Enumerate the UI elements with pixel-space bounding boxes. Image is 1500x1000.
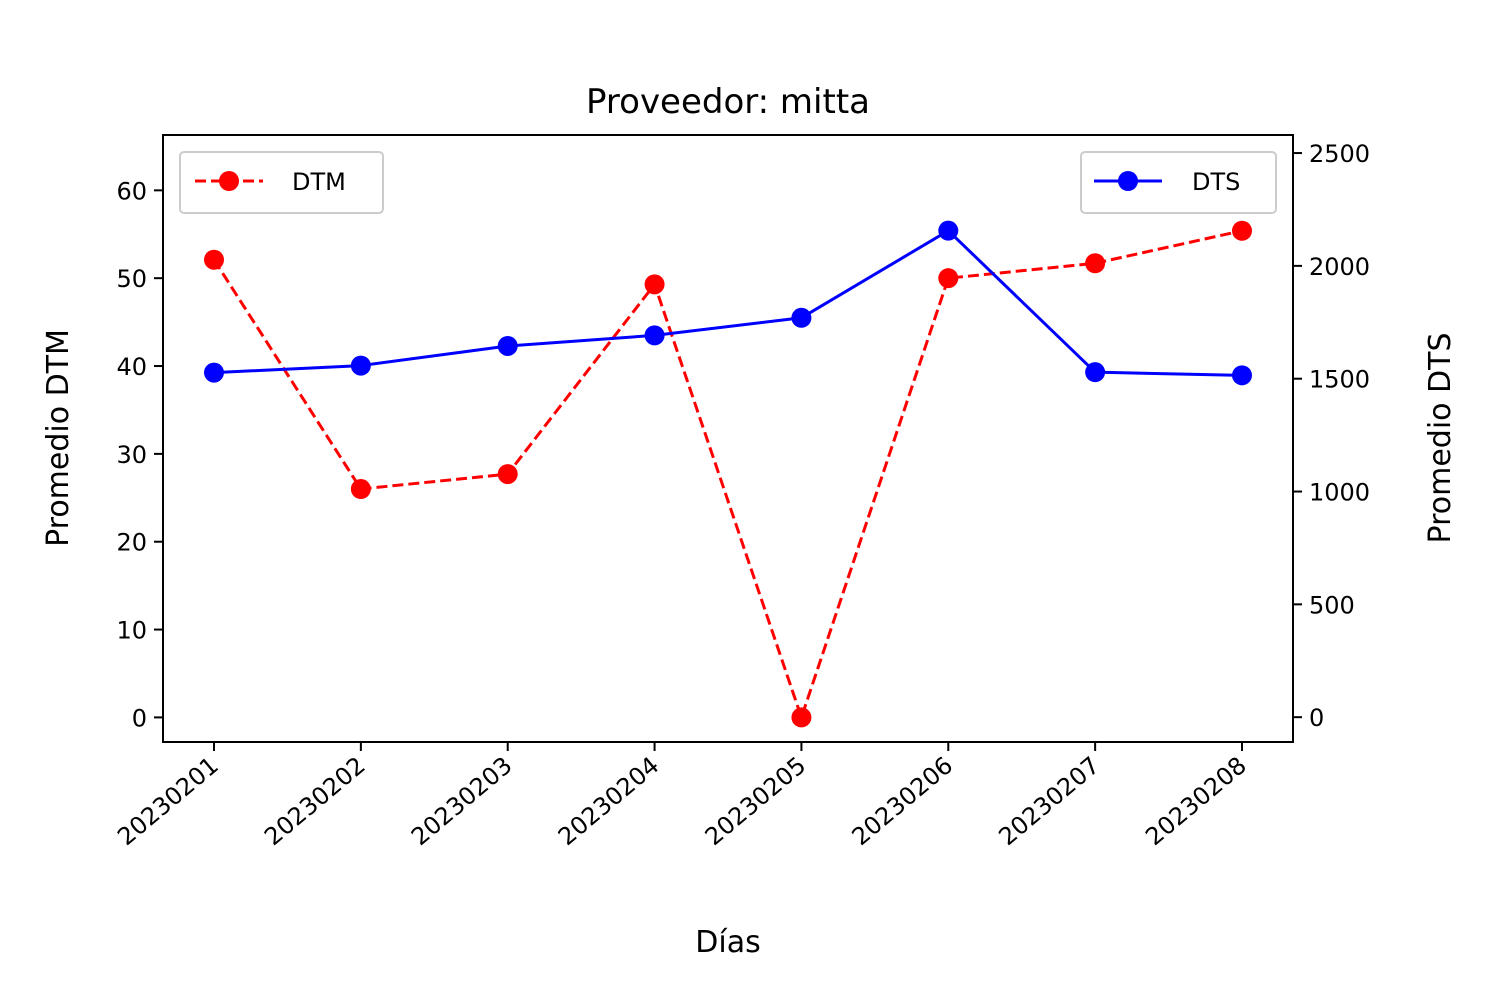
series-dtm-line	[212, 229, 1243, 719]
legend-dtm-box	[179, 151, 384, 214]
y-left-tick-label: 10	[116, 617, 147, 645]
legend-dtm-label: DTM	[292, 168, 346, 196]
series-dtm-point	[350, 479, 371, 500]
series-dts-point	[1085, 362, 1106, 383]
y-left-tick-label: 50	[116, 265, 147, 293]
series-dts-line	[213, 229, 1243, 377]
series-dts-point	[497, 335, 518, 356]
y-right-tick-label: 2000	[1309, 253, 1370, 281]
x-axis-label: Días	[695, 925, 760, 960]
series-dtm-point	[1085, 253, 1106, 274]
series-dts-point	[350, 355, 371, 376]
y-axis-left-label: Promedio DTM	[41, 329, 76, 547]
series-dtm-point	[1232, 220, 1252, 241]
y-right-tick-label: 1000	[1309, 479, 1370, 507]
series-dtm-point	[497, 464, 518, 485]
series-dtm-point	[204, 249, 224, 270]
y-left-tick-label: 60	[116, 177, 147, 205]
y-right-tick-label: 1500	[1309, 366, 1370, 394]
y-left-tick-label: 40	[116, 353, 147, 381]
legend-dtm: DTM	[179, 151, 384, 214]
series-dts-point	[791, 307, 812, 328]
y-left-tick-label: 0	[132, 704, 147, 732]
legend-dts-marker	[1118, 171, 1138, 191]
legend-dts-label: DTS	[1192, 168, 1240, 196]
series-dts-point	[204, 362, 224, 383]
legend-dts-box	[1080, 151, 1277, 214]
legend-dts: DTS	[1080, 151, 1277, 214]
y-axis-left: 0 10 20 30 40 50 60	[116, 177, 163, 732]
y-right-tick-label: 2500	[1309, 140, 1370, 168]
series-dtm-point	[791, 707, 812, 728]
legend-dtm-marker	[219, 171, 239, 191]
y-left-tick-label: 20	[116, 529, 147, 557]
y-right-tick-label: 500	[1309, 591, 1355, 619]
series-dtm-point	[938, 268, 959, 289]
series-layer	[204, 220, 1252, 728]
y-axis-right-label: Promedio DTS	[1423, 332, 1458, 543]
plot-frame	[162, 134, 1294, 743]
y-left-tick-label: 30	[116, 441, 147, 469]
y-right-tick-label: 0	[1309, 704, 1324, 732]
series-dtm-point	[644, 274, 665, 295]
series-dts-point	[1232, 365, 1252, 386]
y-axis-right: 0 500 1000 1500 2000 2500	[1293, 140, 1370, 732]
series-dts-point	[644, 325, 665, 346]
chart-title: Proveedor: mitta	[586, 82, 870, 122]
series-dts-point	[938, 220, 959, 241]
